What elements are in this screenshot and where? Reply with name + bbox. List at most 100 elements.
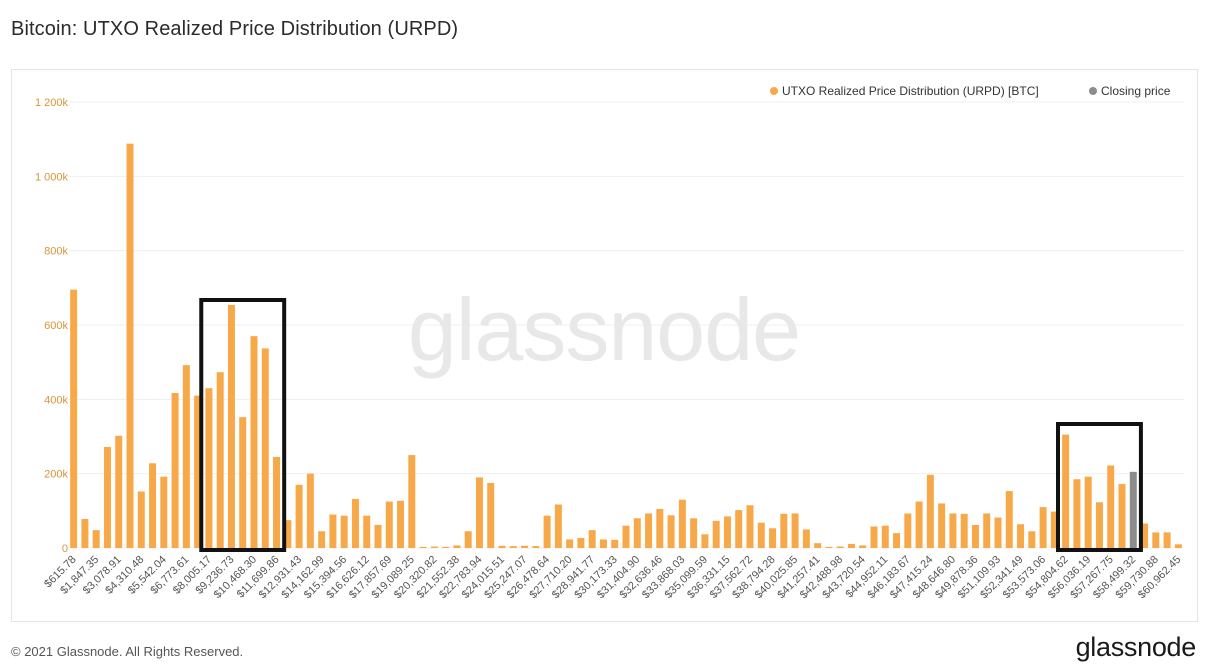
urpd-bar-33[interactable] [442, 546, 450, 548]
urpd-bar-60[interactable] [746, 505, 754, 548]
urpd-bar-79[interactable] [960, 513, 968, 548]
urpd-bar-14[interactable] [227, 304, 235, 548]
urpd-bar-1[interactable] [81, 519, 89, 548]
urpd-bar-74[interactable] [904, 513, 912, 548]
urpd-bar-52[interactable] [656, 508, 664, 548]
urpd-bar-84[interactable] [1017, 524, 1025, 548]
legend-urpd-label[interactable]: UTXO Realized Price Distribution (URPD) … [782, 84, 1039, 98]
urpd-bar-7[interactable] [149, 463, 157, 548]
urpd-bar-88[interactable] [1062, 434, 1070, 548]
urpd-bar-30[interactable] [408, 455, 416, 548]
urpd-bar-53[interactable] [667, 515, 675, 548]
urpd-bar-87[interactable] [1050, 511, 1058, 548]
urpd-bar-70[interactable] [859, 545, 867, 548]
urpd-bar-35[interactable] [464, 531, 472, 548]
urpd-bar-97[interactable] [1163, 532, 1171, 548]
urpd-bar-62[interactable] [769, 528, 777, 548]
urpd-bar-15[interactable] [239, 417, 247, 548]
urpd-bar-82[interactable] [994, 517, 1002, 548]
urpd-bar-23[interactable] [329, 514, 337, 548]
urpd-bar-10[interactable] [182, 365, 190, 548]
urpd-bar-51[interactable] [645, 513, 653, 548]
urpd-bar-11[interactable] [194, 395, 202, 548]
closing-price-bar-94[interactable] [1129, 471, 1137, 548]
urpd-bar-96[interactable] [1152, 532, 1160, 548]
urpd-bar-0[interactable] [70, 289, 78, 548]
urpd-bar-75[interactable] [915, 501, 923, 548]
urpd-bar-6[interactable] [137, 491, 145, 548]
urpd-bar-36[interactable] [475, 477, 483, 548]
urpd-bar-90[interactable] [1084, 476, 1092, 548]
legend-closing-label[interactable]: Closing price [1101, 84, 1171, 98]
urpd-bar-29[interactable] [397, 500, 405, 548]
urpd-bar-46[interactable] [588, 530, 596, 548]
urpd-bar-86[interactable] [1039, 507, 1047, 548]
urpd-bar-28[interactable] [385, 501, 393, 548]
urpd-bar-91[interactable] [1095, 502, 1103, 548]
urpd-bar-42[interactable] [543, 515, 551, 548]
urpd-bar-40[interactable] [521, 545, 529, 548]
urpd-bar-83[interactable] [1005, 491, 1013, 548]
urpd-bar-57[interactable] [712, 520, 720, 548]
urpd-bar-55[interactable] [690, 518, 698, 548]
urpd-bar-45[interactable] [577, 537, 585, 548]
urpd-bar-68[interactable] [836, 546, 844, 548]
urpd-bar-12[interactable] [205, 388, 213, 548]
urpd-bar-81[interactable] [983, 513, 991, 548]
urpd-bar-76[interactable] [926, 474, 934, 548]
urpd-bar-48[interactable] [611, 539, 619, 548]
legend-urpd-swatch[interactable] [770, 87, 778, 95]
urpd-bar-24[interactable] [340, 515, 348, 548]
urpd-bar-95[interactable] [1141, 523, 1149, 548]
urpd-bar-13[interactable] [216, 372, 224, 548]
urpd-bar-16[interactable] [250, 336, 258, 548]
urpd-bar-92[interactable] [1107, 465, 1115, 548]
urpd-bar-37[interactable] [487, 482, 495, 548]
urpd-bar-26[interactable] [363, 515, 371, 548]
urpd-bar-56[interactable] [701, 534, 709, 548]
urpd-bar-19[interactable] [284, 520, 292, 549]
urpd-bar-21[interactable] [306, 473, 314, 548]
urpd-bar-69[interactable] [847, 543, 855, 548]
urpd-bar-72[interactable] [881, 525, 889, 548]
urpd-bar-22[interactable] [318, 531, 326, 548]
urpd-bar-73[interactable] [893, 533, 901, 548]
urpd-bar-5[interactable] [126, 143, 134, 548]
urpd-bar-71[interactable] [870, 526, 878, 548]
urpd-bar-54[interactable] [678, 499, 686, 548]
urpd-bar-9[interactable] [171, 393, 179, 548]
urpd-bar-89[interactable] [1073, 479, 1081, 548]
urpd-bar-31[interactable] [419, 546, 427, 548]
urpd-bar-98[interactable] [1174, 544, 1182, 548]
urpd-bar-65[interactable] [802, 529, 810, 548]
urpd-bar-66[interactable] [814, 543, 822, 548]
urpd-bar-41[interactable] [532, 546, 540, 548]
urpd-bar-44[interactable] [566, 539, 574, 548]
legend-closing-swatch[interactable] [1089, 87, 1097, 95]
urpd-bar-80[interactable] [971, 524, 979, 548]
urpd-bar-43[interactable] [554, 504, 562, 548]
urpd-bar-2[interactable] [92, 530, 100, 548]
urpd-bar-77[interactable] [938, 503, 946, 548]
urpd-bar-78[interactable] [949, 513, 957, 548]
urpd-bar-67[interactable] [825, 546, 833, 548]
urpd-bar-4[interactable] [115, 435, 123, 548]
urpd-bar-50[interactable] [633, 518, 641, 548]
urpd-bar-64[interactable] [791, 513, 799, 548]
urpd-bar-85[interactable] [1028, 531, 1036, 548]
urpd-bar-3[interactable] [103, 446, 111, 548]
urpd-bar-58[interactable] [723, 516, 731, 548]
urpd-bar-63[interactable] [780, 513, 788, 548]
urpd-bar-32[interactable] [430, 546, 438, 548]
urpd-bar-93[interactable] [1118, 484, 1126, 548]
urpd-bar-18[interactable] [273, 456, 281, 548]
urpd-bar-59[interactable] [735, 510, 743, 548]
urpd-bar-39[interactable] [509, 546, 517, 548]
urpd-bar-20[interactable] [295, 484, 303, 548]
urpd-bar-34[interactable] [453, 545, 461, 548]
urpd-bar-47[interactable] [599, 539, 607, 548]
urpd-bar-27[interactable] [374, 524, 382, 548]
urpd-bar-17[interactable] [261, 348, 269, 548]
urpd-bar-38[interactable] [498, 545, 506, 548]
urpd-bar-8[interactable] [160, 476, 168, 548]
